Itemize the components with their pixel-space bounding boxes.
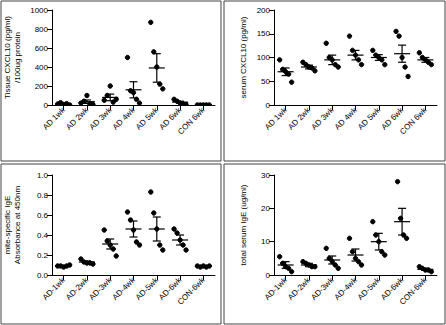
svg-text:400: 400 [35, 63, 49, 72]
svg-text:1000: 1000 [30, 6, 48, 15]
svg-text:CON 6wk: CON 6wk [398, 106, 429, 137]
svg-text:0: 0 [44, 101, 49, 110]
svg-text:AD 2wk: AD 2wk [286, 106, 312, 132]
svg-text:AD-4wk: AD-4wk [111, 276, 137, 302]
svg-text:AD 2wk: AD 2wk [64, 106, 90, 132]
svg-text:AD-1wk: AD-1wk [263, 276, 289, 302]
svg-text:0.2: 0.2 [37, 251, 49, 260]
svg-text:CON-6wk: CON-6wk [398, 276, 429, 307]
svg-text:800: 800 [35, 25, 49, 34]
svg-text:200: 200 [35, 82, 49, 91]
svg-text:0.6: 0.6 [37, 211, 49, 220]
svg-text:AD-2wk: AD-2wk [286, 276, 312, 302]
svg-text:10: 10 [261, 237, 270, 246]
svg-text:0: 0 [266, 271, 271, 280]
svg-text:600: 600 [35, 44, 49, 53]
svg-text:AD-6wk: AD-6wk [379, 275, 406, 302]
svg-text:100: 100 [257, 53, 271, 62]
svg-text:AD-3wk: AD-3wk [87, 276, 113, 302]
svg-text:1.0: 1.0 [37, 171, 49, 180]
svg-text:50: 50 [261, 77, 270, 86]
svg-text:AD 5wk: AD 5wk [134, 106, 160, 132]
svg-text:AD 4wk: AD 4wk [111, 106, 137, 132]
svg-text:AD 3wk: AD 3wk [88, 106, 114, 132]
svg-text:CON-6wk: CON-6wk [176, 276, 207, 307]
svg-text:AD 6wk: AD 6wk [157, 105, 184, 132]
svg-text:0.4: 0.4 [37, 231, 49, 240]
svg-text:mite-specific IgE: mite-specific IgE [3, 196, 12, 255]
svg-text:AD-4wk: AD-4wk [333, 276, 359, 302]
svg-text:Absorbance at 450nm: Absorbance at 450nm [13, 186, 22, 265]
svg-text:total serum IgE (ug/ml): total serum IgE (ug/ml) [239, 184, 248, 265]
svg-text:AD 3wk: AD 3wk [310, 106, 336, 132]
svg-text:AD-3wk: AD-3wk [309, 276, 335, 302]
svg-text:AD 1wk: AD 1wk [263, 106, 289, 132]
svg-text:AD 5wk: AD 5wk [356, 106, 382, 132]
svg-text:CON 6wk: CON 6wk [176, 106, 207, 137]
svg-text:AD 6wk: AD 6wk [379, 105, 406, 132]
svg-text:150: 150 [257, 29, 271, 38]
svg-text:0.0: 0.0 [37, 271, 49, 280]
svg-text:AD-2wk: AD-2wk [64, 276, 90, 302]
svg-text:AD 1wk: AD 1wk [41, 106, 67, 132]
svg-text:200: 200 [257, 6, 271, 15]
svg-text:AD-5wk: AD-5wk [134, 276, 160, 302]
svg-text:20: 20 [261, 204, 270, 213]
svg-text:AD 4wk: AD 4wk [333, 106, 359, 132]
svg-text:30: 30 [261, 171, 270, 180]
svg-text:serum CXCL10 (pg/ml): serum CXCL10 (pg/ml) [239, 16, 248, 98]
svg-text:/100ug protein: /100ug protein [13, 32, 22, 83]
svg-text:0.8: 0.8 [37, 191, 49, 200]
svg-text:AD-1wk: AD-1wk [41, 276, 67, 302]
svg-text:0: 0 [266, 101, 271, 110]
svg-text:AD-5wk: AD-5wk [356, 276, 382, 302]
svg-text:AD-6wk: AD-6wk [157, 275, 184, 302]
svg-text:Tissue CXCL10 (pg/ml): Tissue CXCL10 (pg/ml) [3, 16, 12, 99]
